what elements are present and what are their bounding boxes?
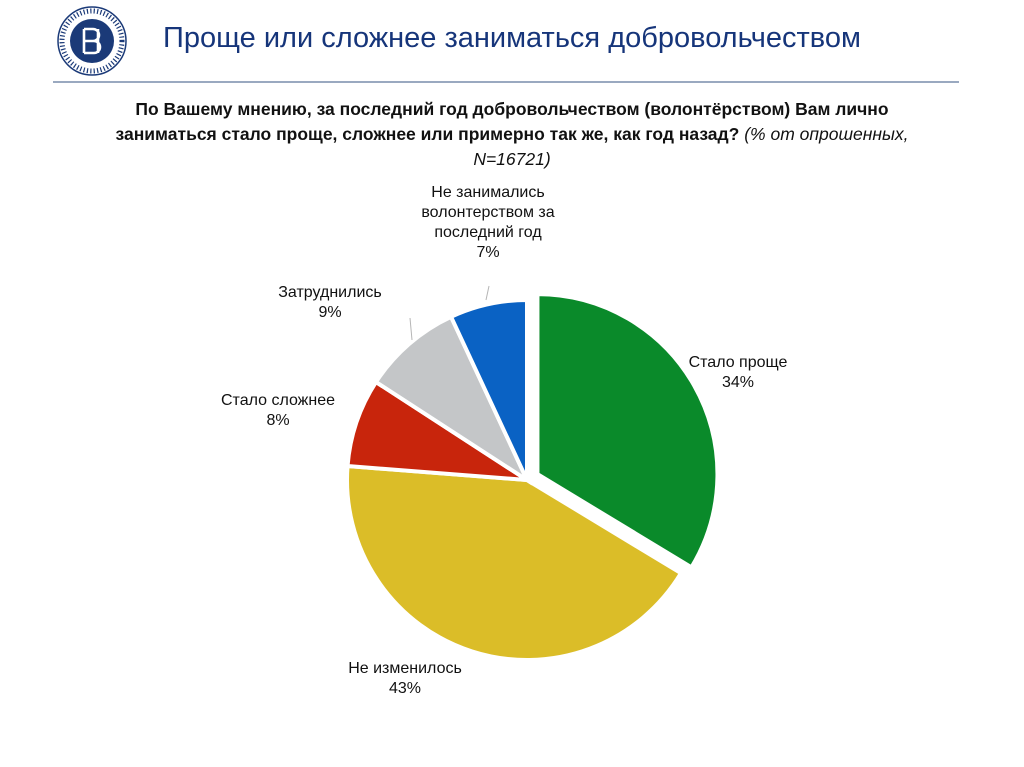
slice-ne-zanimalis [448,297,529,481]
slice-category-label: Стало проще [689,354,788,371]
slice-category-label: Не изменилось [348,660,462,677]
question-text: По Вашему мнению, за последний год добро… [115,99,889,144]
slice-ne-zanimalis-label: Не занимались волонтерством за последний г… [421,184,554,261]
survey-question: По Вашему мнению, за последний год добро… [100,97,924,172]
slice-ne-zanimalis-leader-line [485,285,490,301]
slice-value-label: 34% [722,374,754,391]
slice-value-label: 43% [389,680,421,697]
slice-value-label: 8% [266,412,289,429]
slice-value-label: 7% [476,244,499,261]
title-divider [53,81,959,83]
slice-category-label: волонтерством за [421,204,554,221]
question-note: (% от опрошенных, N=16721) [473,124,909,169]
slice-labels: Стало проще 34% Не изменилось 43% Стало слож… [221,184,788,697]
slice-zatrudnilis-leader-line [409,317,413,341]
slice-stalo-proshche-label: Стало проще 34% [689,354,788,391]
slice-stalo-slozhnee-label: Стало сложнее 8% [221,392,335,429]
slice-ne-izmenilos [345,463,684,662]
slice-stalo-proshche [535,292,720,571]
slice-category-label: Не занимались [431,184,544,201]
page-title: Проще или сложнее заниматься добровольче… [163,22,861,54]
slice-value-label: 9% [318,304,341,321]
pie-slices [345,292,720,662]
slice-zatrudnilis [373,314,532,486]
slice-ne-izmenilos-label: Не изменилось 43% [348,660,462,697]
slice-category-label: Стало сложнее [221,392,335,409]
hse-logo [57,6,127,76]
slice-category-label: Затруднились [278,284,381,301]
slice-category-label: последний год [434,224,542,241]
leader-lines [409,285,490,341]
slice-zatrudnilis-label: Затруднились 9% [278,284,381,321]
